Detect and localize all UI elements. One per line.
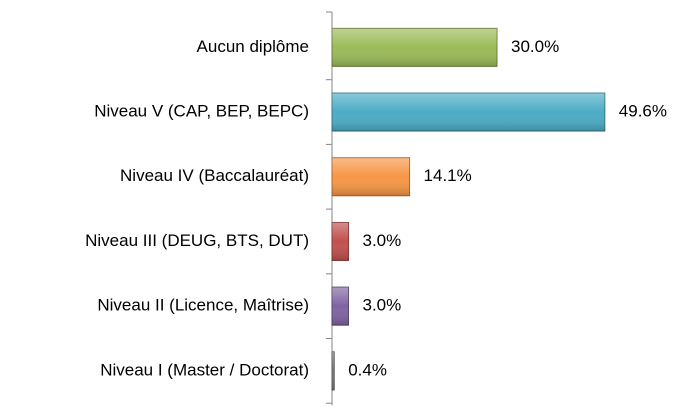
- bar-shade: [331, 157, 411, 197]
- bar-shade: [331, 27, 498, 67]
- category-label: Aucun diplôme: [197, 37, 309, 56]
- value-label: 0.4%: [348, 360, 387, 379]
- value-label: 49.6%: [619, 102, 667, 121]
- category-label: Niveau IV (Baccalauréat): [120, 166, 309, 185]
- value-label: 14.1%: [424, 166, 472, 185]
- value-label: 30.0%: [511, 37, 559, 56]
- category-label: Niveau II (Licence, Maîtrise): [97, 296, 309, 315]
- value-label: 3.0%: [363, 296, 402, 315]
- category-label: Niveau III (DEUG, BTS, DUT): [85, 231, 309, 250]
- value-label: 3.0%: [363, 231, 402, 250]
- bar-shade: [331, 351, 335, 391]
- bar-shade: [331, 221, 349, 261]
- category-label: Niveau I (Master / Doctorat): [100, 360, 309, 379]
- bar-shade: [331, 92, 606, 132]
- category-label: Niveau V (CAP, BEP, BEPC): [94, 102, 309, 121]
- bar-shade: [331, 286, 349, 326]
